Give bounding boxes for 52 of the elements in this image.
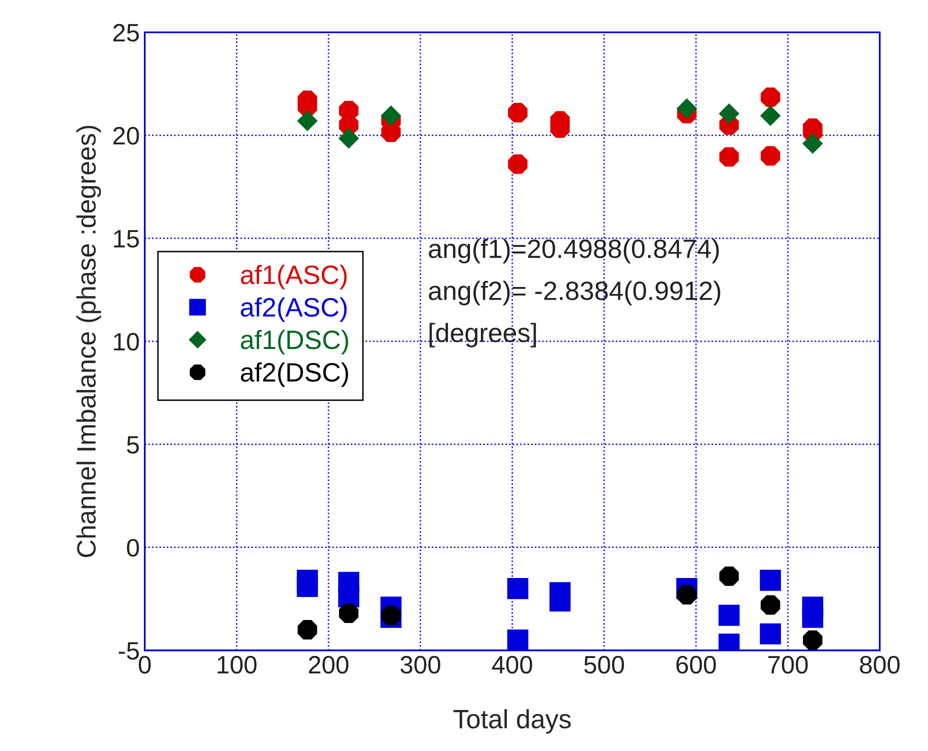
x-tick-label: 300 — [400, 656, 440, 674]
x-tick-label: 400 — [492, 656, 532, 674]
legend-label: af2(ASC) — [240, 297, 347, 322]
point — [760, 623, 781, 644]
point — [338, 604, 358, 624]
point — [719, 147, 739, 167]
point — [297, 110, 318, 132]
point — [296, 576, 318, 598]
x-tick-label: 200 — [308, 656, 348, 674]
point — [338, 128, 360, 149]
point — [719, 566, 739, 586]
annotation: [degrees] — [430, 322, 536, 348]
y-tick-label: 5 — [127, 436, 139, 454]
x-tick-label: 500 — [584, 656, 624, 674]
point — [298, 620, 318, 640]
legend-label: af1(DSC) — [240, 330, 348, 354]
legend-label: af1(ASC) — [240, 264, 347, 290]
y-tick-label: 20 — [113, 126, 139, 145]
y-tick-label: 10 — [114, 332, 139, 351]
x-tick-label: 700 — [768, 656, 808, 674]
y-tick-label: 0 — [126, 538, 139, 557]
point — [760, 146, 780, 166]
point — [802, 630, 822, 650]
point — [718, 604, 740, 626]
annotation: ang(f1)=20.4988(0.8474) — [428, 238, 719, 264]
point — [507, 578, 528, 600]
y-tick-label: -5 — [118, 642, 139, 660]
y-tick-label: 25 — [113, 24, 139, 42]
point — [676, 98, 698, 119]
x-tick-label: 600 — [676, 656, 716, 674]
point — [718, 103, 740, 124]
legend-label: af2(DSC) — [240, 362, 348, 387]
point — [760, 87, 780, 107]
point — [508, 102, 528, 122]
y-tick-label: 15 — [114, 230, 139, 248]
x-tick-label: 100 — [218, 656, 257, 674]
point — [760, 570, 781, 591]
x-tick-label: 0 — [138, 656, 151, 674]
annotation: ang(f2)= -2.8384(0.9912) — [428, 280, 720, 306]
y-axis-title: Channel Imbalance (phase :degrees) — [76, 126, 101, 558]
x-tick-label: 800 — [860, 656, 900, 674]
point — [508, 154, 528, 174]
point — [677, 585, 697, 604]
point — [760, 105, 781, 126]
x-axis-title: Total days — [453, 709, 571, 734]
point — [380, 105, 402, 126]
point — [549, 590, 571, 612]
point — [802, 133, 823, 154]
point — [338, 586, 360, 608]
point — [760, 595, 780, 615]
point — [802, 606, 824, 628]
point — [507, 630, 528, 650]
